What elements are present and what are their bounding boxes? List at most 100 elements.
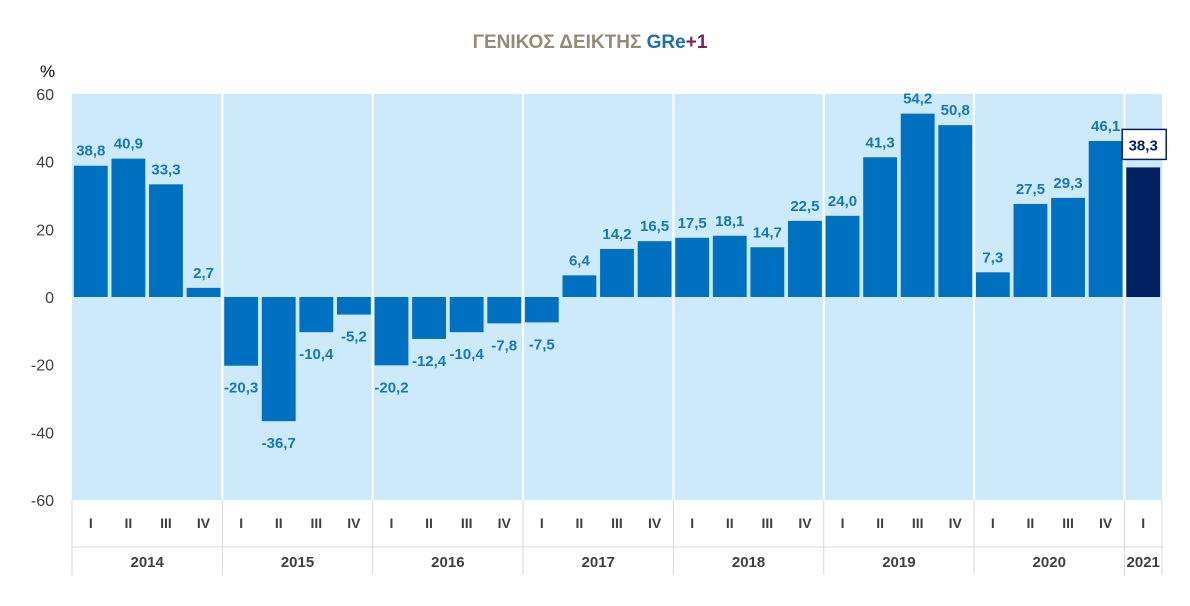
- year-label: 2017: [582, 554, 615, 571]
- data-label: 41,3: [866, 134, 895, 151]
- data-labels: 38,8 40,933,32,7-20,3-36,7-10,4-5,2-20,2-…: [76, 91, 1167, 452]
- quarter-label: IV: [197, 515, 211, 531]
- data-label: 27,5: [1016, 181, 1045, 198]
- bar: [1126, 167, 1161, 297]
- chart-title-plus: +1: [686, 32, 708, 53]
- quarter-label: III: [310, 515, 322, 531]
- quarter-label: III: [912, 515, 924, 531]
- data-label: -10,4: [450, 346, 485, 363]
- year-separators: [221, 94, 1126, 500]
- y-tick-label: -20: [31, 358, 54, 375]
- quarter-label: II: [876, 515, 884, 531]
- data-label-box: [1121, 128, 1167, 161]
- quarter-label: I: [690, 515, 694, 531]
- bar: [412, 297, 446, 339]
- data-label: 14,2: [602, 226, 631, 243]
- y-tick-label: -40: [31, 425, 54, 442]
- data-label: -20,3: [224, 380, 258, 397]
- data-label: 38,8: [76, 143, 105, 160]
- bar: [149, 184, 183, 297]
- data-label: 16,5: [640, 218, 669, 235]
- bars: [73, 113, 1161, 422]
- data-label: 46,1: [1091, 118, 1120, 135]
- year-label: 2021: [1127, 554, 1160, 571]
- bar: [675, 237, 710, 297]
- bar: [975, 272, 1010, 297]
- quarter-label: IV: [347, 515, 361, 531]
- bar: [1051, 197, 1085, 297]
- quarter-label: IV: [798, 515, 812, 531]
- bar: [863, 157, 898, 297]
- year-label: 2019: [882, 554, 915, 571]
- y-axis-unit: %: [40, 62, 55, 81]
- data-label: -10,4: [299, 346, 334, 363]
- quarter-label: III: [160, 515, 172, 531]
- chart-title-gr: GRe: [647, 32, 686, 53]
- bar: [900, 113, 935, 297]
- data-label: -7,5: [529, 336, 555, 353]
- y-axis-ticks: 60 40 20 0 -20 -40 -60: [31, 87, 54, 510]
- data-label: 33,3: [151, 161, 180, 178]
- data-label: 2,7: [193, 265, 214, 282]
- data-label: -5,2: [341, 329, 367, 346]
- quarter-label: I: [540, 515, 544, 531]
- bar: [825, 215, 860, 297]
- quarter-label: III: [1062, 515, 1074, 531]
- chart-title: ΓΕΝΙΚΟΣ ΔΕΙΚΤΗΣ GRe+1: [473, 32, 708, 53]
- quarter-label: III: [611, 515, 623, 531]
- data-label: 38,3: [1129, 137, 1158, 154]
- quarter-label: I: [841, 515, 845, 531]
- data-label: 40,9: [114, 136, 143, 153]
- y-tick-label: -60: [31, 493, 54, 510]
- quarter-label: II: [576, 515, 584, 531]
- data-label: -12,4: [412, 353, 447, 370]
- quarter-label: I: [991, 515, 995, 531]
- bar: [336, 297, 371, 315]
- chart-title-main: ΓΕΝΙΚΟΣ ΔΕΙΚΤΗΣ: [473, 32, 647, 53]
- bar: [750, 247, 785, 297]
- quarter-label: III: [461, 515, 473, 531]
- data-label: -20,2: [374, 379, 408, 396]
- bar: [111, 158, 146, 297]
- quarter-label: IV: [648, 515, 662, 531]
- data-label: 50,8: [941, 102, 970, 119]
- quarter-label: II: [275, 515, 283, 531]
- bar: [712, 235, 747, 297]
- bar: [938, 125, 973, 297]
- data-label: 17,5: [678, 215, 707, 232]
- year-label: 2020: [1033, 554, 1066, 571]
- data-label: 6,4: [569, 252, 591, 269]
- bar: [487, 297, 522, 324]
- data-label: 7,3: [982, 249, 1003, 266]
- quarter-label: I: [89, 515, 93, 531]
- data-label: 29,3: [1053, 175, 1082, 192]
- bar: [224, 297, 259, 366]
- data-label: 14,7: [753, 224, 782, 241]
- quarter-label: IV: [949, 515, 963, 531]
- bar: [562, 275, 597, 297]
- year-label: 2018: [732, 554, 765, 571]
- bar: [261, 297, 296, 422]
- quarter-label: II: [1027, 515, 1035, 531]
- quarter-label: II: [726, 515, 734, 531]
- data-label: 24,0: [828, 193, 857, 210]
- bar: [637, 241, 672, 297]
- bar: [1088, 141, 1123, 297]
- quarter-label: IV: [1099, 515, 1113, 531]
- bar: [1013, 203, 1048, 297]
- bar: [73, 165, 108, 297]
- data-label: 54,2: [903, 91, 932, 108]
- quarter-label: IV: [498, 515, 512, 531]
- quarter-label: I: [239, 515, 243, 531]
- bar: [449, 297, 484, 333]
- bar: [788, 220, 822, 297]
- quarter-label: I: [1141, 515, 1145, 531]
- year-label: 2016: [431, 554, 464, 571]
- y-tick-label: 20: [36, 222, 54, 239]
- bar: [374, 297, 409, 366]
- data-label: -7,8: [491, 337, 517, 354]
- quarter-label: II: [124, 515, 132, 531]
- year-label: 2015: [281, 554, 314, 571]
- quarter-label: II: [425, 515, 433, 531]
